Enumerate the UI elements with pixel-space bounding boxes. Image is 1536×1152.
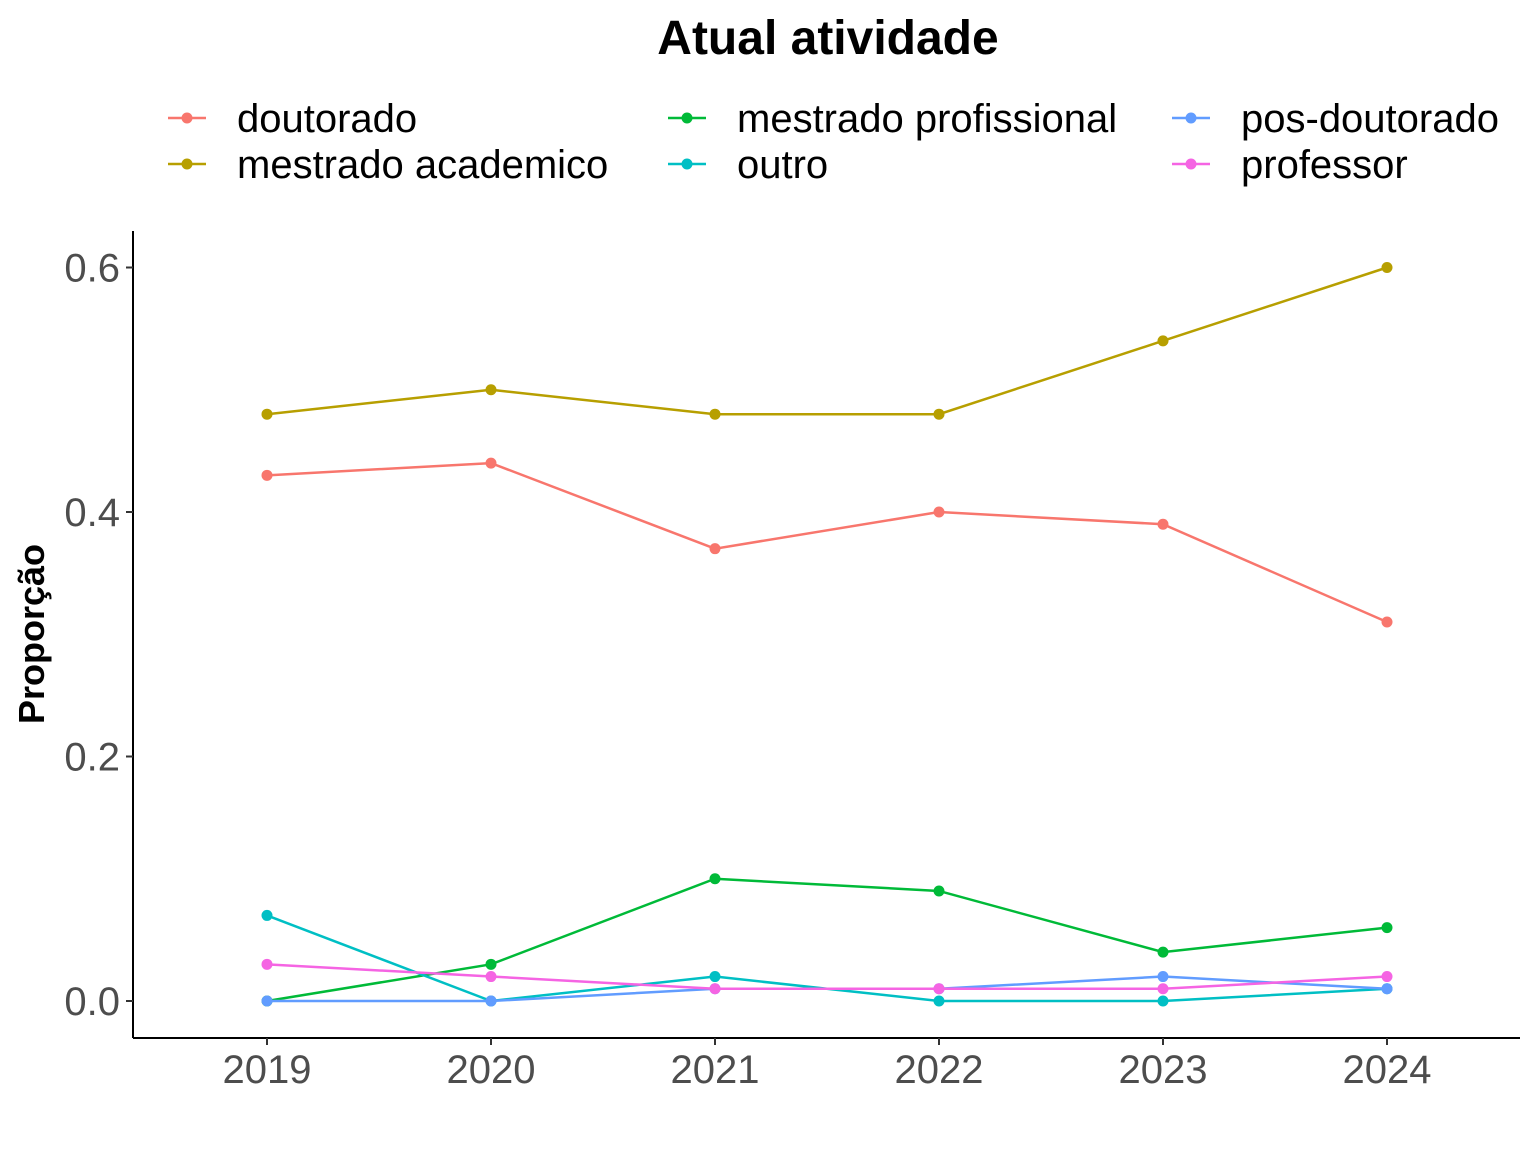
data-point — [1381, 262, 1393, 273]
data-point — [485, 971, 497, 983]
data-point — [933, 506, 945, 518]
legend-item-doutorado: doutorado — [168, 97, 417, 141]
data-point — [1157, 995, 1169, 1007]
legend-label: professor — [1241, 143, 1408, 187]
data-point — [933, 983, 945, 995]
y-axis-title: Proporção — [11, 544, 52, 724]
series-outro — [261, 909, 1393, 1007]
series-line — [266, 266, 1388, 416]
legend-item-outro: outro — [668, 143, 828, 187]
data-point — [1381, 616, 1393, 628]
data-point — [261, 958, 273, 970]
legend-key-point — [1185, 158, 1197, 170]
x-tick-label: 2023 — [1119, 1048, 1208, 1092]
axes — [132, 231, 1520, 1039]
series-mestrado-academico — [261, 262, 1393, 420]
data-point — [1157, 335, 1169, 347]
legend-key-point — [181, 158, 193, 170]
series-professor — [261, 958, 1393, 995]
legend-item-pos-doutorado: pos-doutorado — [1172, 97, 1499, 141]
series-doutorado — [261, 457, 1393, 628]
data-point — [485, 995, 497, 1007]
data-point — [261, 408, 273, 420]
legend-key-point — [181, 112, 193, 124]
data-point — [1157, 971, 1169, 983]
data-point — [933, 408, 945, 420]
y-tick-label: 0.6 — [64, 247, 120, 291]
data-point — [709, 873, 721, 885]
data-point — [261, 469, 273, 481]
x-tick-label: 2021 — [671, 1048, 760, 1092]
series-line — [266, 877, 1388, 1003]
y-tick-label: 0.4 — [64, 491, 120, 535]
data-point — [709, 971, 721, 983]
series-layer — [261, 262, 1393, 1007]
legend-label: mestrado academico — [237, 143, 608, 187]
legend-label: outro — [737, 143, 828, 187]
x-tick-label: 2020 — [447, 1048, 536, 1092]
x-tick-label: 2019 — [223, 1048, 312, 1092]
data-point — [933, 995, 945, 1007]
data-point — [261, 995, 273, 1007]
legend-key-point — [681, 158, 693, 170]
data-point — [1157, 983, 1169, 995]
legend-item-mestrado-profissional: mestrado profissional — [668, 97, 1117, 141]
legend-key-point — [1185, 112, 1197, 124]
data-point — [261, 909, 273, 921]
data-point — [1381, 922, 1393, 934]
data-point — [709, 408, 721, 420]
series-mestrado-profissional — [261, 873, 1393, 1007]
x-tick-label: 2024 — [1343, 1048, 1432, 1092]
data-point — [485, 457, 497, 469]
legend-label: doutorado — [237, 97, 417, 141]
data-point — [485, 958, 497, 970]
legend-label: mestrado profissional — [737, 97, 1117, 141]
x-ticks: 2019 2020 2021 2022 2023 2024 — [223, 1038, 1432, 1092]
series-line — [266, 461, 1388, 624]
y-tick-label: 0.0 — [64, 980, 120, 1024]
data-point — [1381, 983, 1393, 995]
data-point — [485, 384, 497, 396]
legend-title: Atual atividade — [657, 12, 998, 65]
data-point — [933, 885, 945, 897]
data-point — [709, 543, 721, 555]
x-tick-label: 2022 — [895, 1048, 984, 1092]
series-line — [266, 963, 1388, 991]
legend-label: pos-doutorado — [1241, 97, 1499, 141]
y-ticks: 0.0 0.2 0.4 0.6 — [64, 247, 133, 1024]
data-point — [1381, 971, 1393, 983]
data-point — [1157, 518, 1169, 530]
legend-item-mestrado-academico: mestrado academico — [168, 143, 608, 187]
data-point — [1157, 946, 1169, 958]
data-point — [709, 983, 721, 995]
legend-key-point — [681, 112, 693, 124]
legend-item-professor: professor — [1172, 143, 1408, 187]
y-tick-label: 0.2 — [64, 736, 120, 780]
